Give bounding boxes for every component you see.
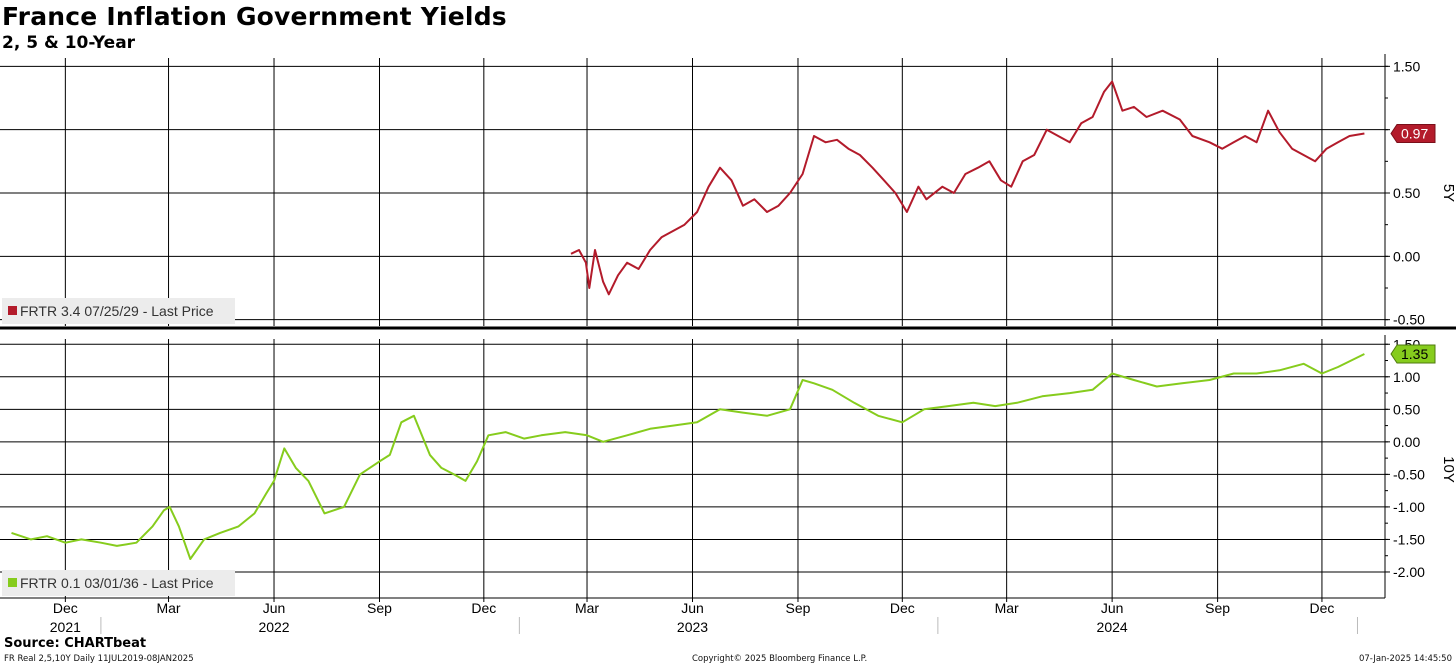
- y-tick-label: -1.00: [1393, 499, 1425, 515]
- last-value-badge: [1390, 123, 1436, 143]
- x-month-label: Sep: [1205, 600, 1230, 616]
- y-tick-label: 0.00: [1393, 434, 1420, 450]
- y-axis-label: 10Y: [1440, 456, 1456, 483]
- x-year-label: 2023: [677, 619, 708, 635]
- x-month-label: Dec: [1309, 600, 1334, 616]
- legend-label: FRTR 3.4 07/25/29 - Last Price: [20, 303, 214, 319]
- y-tick-label: 1.00: [1393, 369, 1420, 385]
- legend-swatch: [8, 306, 17, 315]
- chart-title: France Inflation Government Yields: [2, 2, 507, 31]
- last-value-label: 1.35: [1401, 346, 1428, 362]
- x-month-label: Jun: [681, 600, 704, 616]
- x-month-label: Mar: [156, 600, 180, 616]
- x-month-label: Dec: [890, 600, 915, 616]
- last-value-marker: [1390, 344, 1436, 364]
- footer-copyright: Copyright© 2025 Bloomberg Finance L.P.: [692, 654, 868, 664]
- x-month-label: Mar: [995, 600, 1019, 616]
- x-month-label: Jun: [263, 600, 286, 616]
- y-tick-label: -0.50: [1393, 312, 1425, 328]
- last-value-label: 0.97: [1401, 125, 1428, 141]
- last-value-marker: [1390, 123, 1436, 143]
- legend-label: FRTR 0.1 03/01/36 - Last Price: [20, 575, 214, 591]
- y-tick-label: 1.50: [1393, 58, 1420, 74]
- x-month-label: Sep: [786, 600, 811, 616]
- legend-box: [2, 298, 235, 324]
- y-tick-label: -2.00: [1393, 564, 1425, 580]
- x-month-label: Sep: [367, 600, 392, 616]
- source-note: Source: CHARTbeat: [4, 636, 147, 651]
- footer-timestamp: 07-Jan-2025 14:45:50: [1358, 654, 1452, 664]
- series-10y-line: [11, 353, 1365, 560]
- x-month-label: Dec: [471, 600, 496, 616]
- legend-box: [2, 570, 235, 596]
- x-year-label: 2022: [258, 619, 289, 635]
- x-month-label: Jun: [1101, 600, 1124, 616]
- x-month-label: Mar: [575, 600, 599, 616]
- chart-subtitle: 2, 5 & 10-Year: [2, 33, 136, 53]
- y-tick-label: 0.50: [1393, 185, 1420, 201]
- legend-swatch: [8, 578, 17, 587]
- x-year-label: 2021: [50, 619, 81, 635]
- y-axis-label: 5Y: [1440, 184, 1456, 202]
- x-month-label: Dec: [53, 600, 78, 616]
- y-tick-label: -0.50: [1393, 466, 1425, 482]
- x-year-label: 2024: [1097, 619, 1128, 635]
- series-5y-line: [570, 80, 1365, 296]
- last-value-badge: [1390, 344, 1436, 364]
- y-tick-label: 0.00: [1393, 248, 1420, 264]
- y-tick-label: 0.50: [1393, 401, 1420, 417]
- footer-left: FR Real 2,5,10Y Daily 11JUL2019-08JAN202…: [4, 654, 194, 664]
- y-tick-label: -1.50: [1393, 531, 1425, 547]
